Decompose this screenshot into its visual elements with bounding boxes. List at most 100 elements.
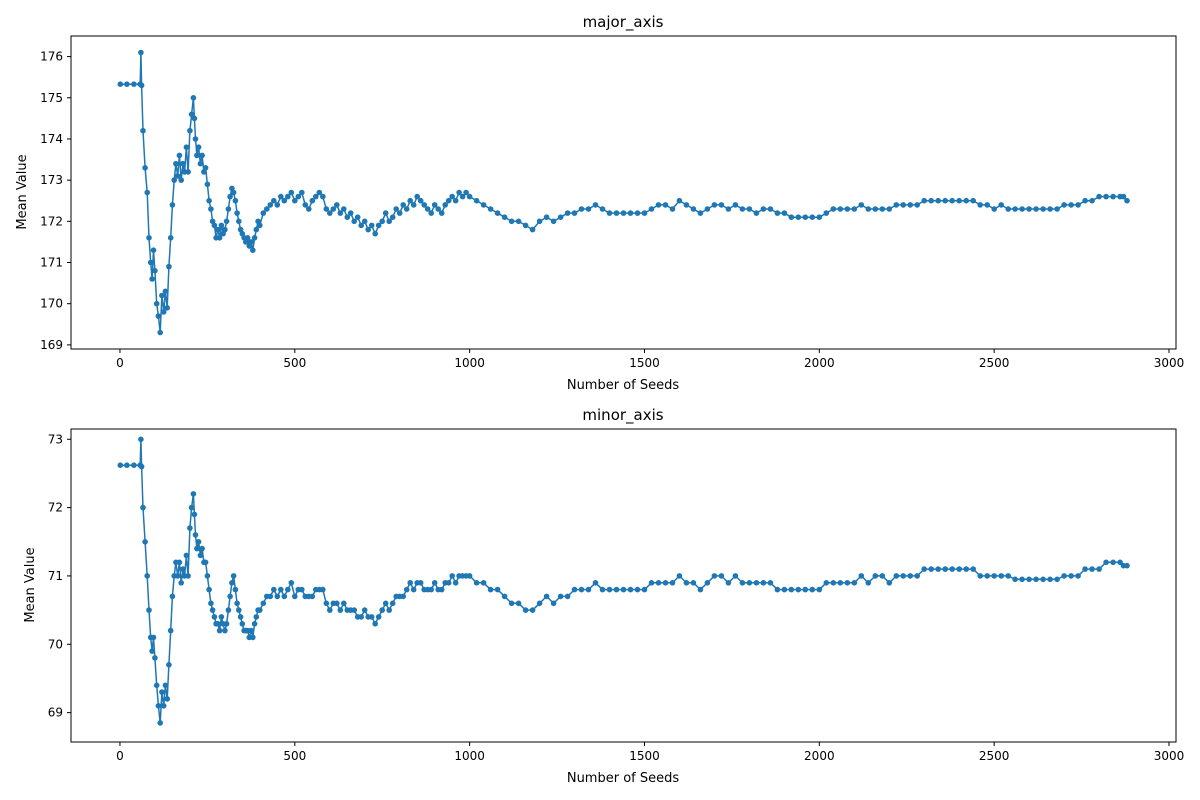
data-point — [662, 202, 669, 208]
data-point — [1033, 206, 1039, 212]
data-point — [627, 586, 634, 593]
data-point — [199, 152, 205, 159]
data-point — [251, 621, 258, 627]
y-tick-label: 170 — [40, 297, 63, 311]
data-point — [216, 627, 223, 634]
data-point — [146, 235, 152, 241]
data-point — [1061, 202, 1067, 208]
data-point — [178, 580, 184, 586]
data-point — [278, 193, 284, 200]
data-point — [188, 504, 195, 511]
data-point — [501, 593, 508, 600]
data-point — [774, 586, 781, 593]
y-tick-label: 172 — [40, 214, 63, 228]
data-point — [323, 206, 330, 212]
data-point — [372, 621, 379, 627]
data-point — [162, 288, 169, 295]
data-point — [204, 573, 211, 579]
x-tick-label: 2000 — [804, 356, 835, 370]
data-point — [830, 580, 837, 586]
data-point — [202, 165, 209, 171]
data-point — [169, 593, 176, 600]
data-point — [173, 160, 179, 167]
data-point — [480, 580, 487, 586]
data-point — [382, 600, 389, 607]
data-point — [281, 593, 288, 600]
data-point — [223, 218, 230, 225]
data-point — [117, 462, 124, 469]
data-point — [407, 197, 414, 204]
x-axis-label: Number of Seeds — [567, 378, 680, 393]
data-point — [648, 580, 655, 586]
data-point — [452, 580, 459, 586]
data-point — [144, 573, 150, 579]
data-point — [230, 189, 237, 196]
data-point — [239, 621, 246, 627]
y-axis-label: Mean Value — [23, 547, 38, 622]
y-tick-label: 175 — [40, 91, 63, 105]
data-point — [935, 197, 941, 204]
data-point — [211, 614, 218, 620]
data-point — [732, 573, 739, 579]
data-point — [361, 607, 368, 613]
data-point — [865, 580, 872, 586]
data-point — [564, 593, 571, 600]
x-tick-label: 1500 — [629, 749, 660, 763]
data-point — [550, 600, 557, 607]
data-point — [690, 580, 697, 586]
data-point — [222, 226, 228, 233]
data-point — [236, 607, 242, 613]
y-tick-label: 169 — [40, 338, 63, 352]
data-point — [152, 267, 158, 274]
data-point — [330, 206, 337, 212]
data-point — [197, 160, 204, 167]
data-point — [683, 580, 690, 586]
data-point — [140, 127, 146, 134]
data-point — [204, 181, 211, 188]
data-point — [274, 202, 281, 208]
data-point — [292, 197, 298, 204]
y-tick-label: 70 — [48, 637, 63, 651]
data-point — [522, 607, 529, 613]
data-point — [320, 193, 326, 200]
data-point — [463, 189, 469, 196]
data-point — [159, 292, 165, 299]
data-point — [191, 511, 198, 518]
data-point — [606, 210, 613, 216]
data-point — [1012, 576, 1018, 583]
data-point — [732, 202, 739, 208]
data-point — [802, 586, 809, 593]
data-point — [131, 81, 137, 87]
data-point — [942, 197, 948, 204]
data-point — [248, 627, 254, 634]
data-point — [1054, 576, 1060, 583]
data-point — [844, 580, 851, 586]
data-point — [386, 607, 393, 613]
data-point — [285, 193, 291, 200]
data-point — [466, 193, 473, 200]
data-point — [400, 202, 407, 208]
data-point — [1096, 193, 1102, 200]
data-point — [403, 586, 410, 593]
data-point — [977, 573, 983, 579]
data-point — [921, 197, 927, 204]
data-point — [164, 305, 170, 311]
data-point — [746, 206, 753, 212]
data-point — [872, 573, 879, 579]
data-point — [232, 197, 239, 204]
data-point — [188, 111, 195, 118]
data-point — [781, 210, 788, 216]
data-point — [970, 197, 976, 204]
data-point — [438, 210, 445, 216]
axes-frame — [70, 35, 1177, 350]
data-point — [215, 621, 221, 627]
data-point — [1082, 197, 1088, 204]
data-point — [536, 218, 543, 225]
data-point — [167, 627, 174, 634]
y-tick-label: 171 — [40, 256, 63, 270]
data-point — [138, 82, 145, 89]
data-point — [1005, 573, 1011, 579]
data-point — [327, 607, 333, 613]
data-point — [550, 218, 557, 225]
y-tick-label: 71 — [48, 569, 63, 583]
